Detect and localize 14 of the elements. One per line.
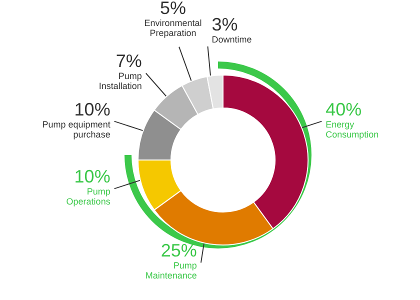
data-label: 40%: [326, 99, 362, 120]
data-label: 3%: [212, 14, 238, 34]
slice-label: Pump Installation: [98, 71, 142, 92]
slice-label: Pump Operations: [66, 186, 111, 207]
data-label: 25%: [160, 240, 197, 261]
slice-label: Environmental Preparation: [144, 18, 202, 38]
slice-label: Energy Consumption: [326, 119, 379, 140]
slice-label: Pump Maintenance: [145, 260, 197, 281]
slice-label: Pump equipment purchase: [42, 119, 111, 140]
data-label: 7%: [116, 51, 142, 72]
data-label: 10%: [74, 166, 110, 187]
data-label: 5%: [160, 0, 186, 18]
data-label: 10%: [74, 99, 110, 120]
slice-label: Downtime: [212, 34, 252, 44]
